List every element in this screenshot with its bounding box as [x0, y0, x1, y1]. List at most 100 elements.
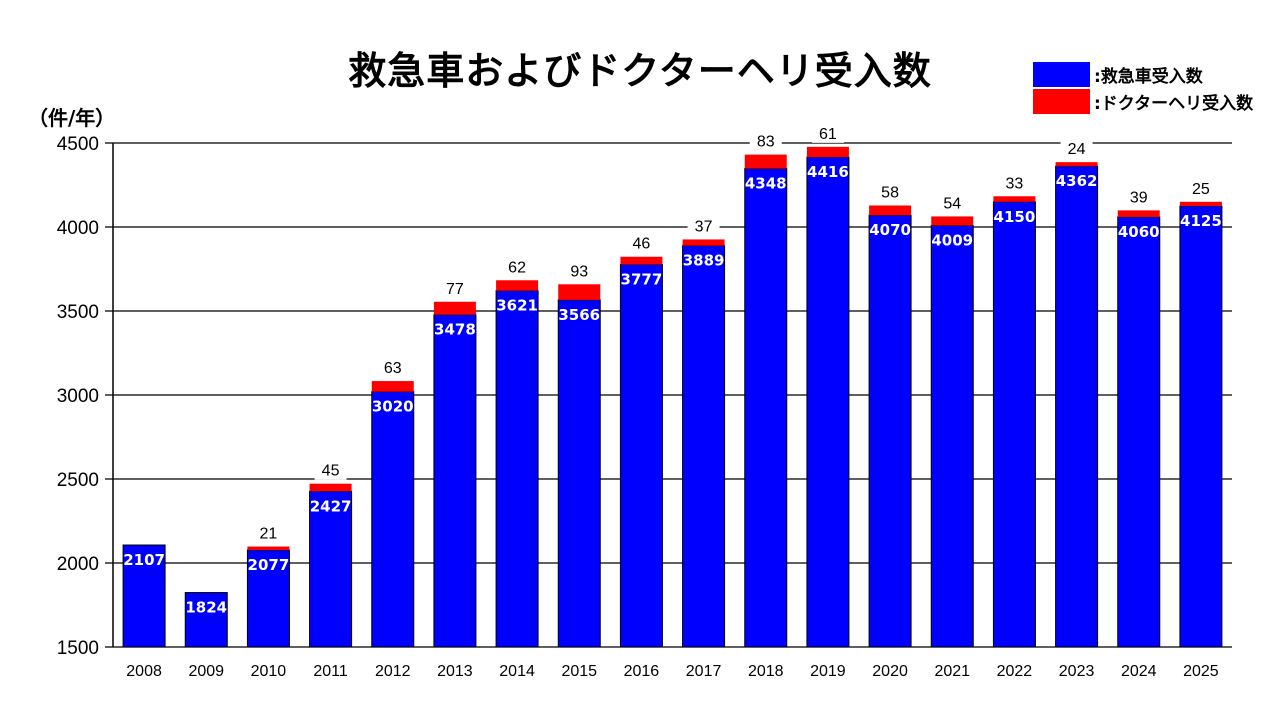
data-label-background	[252, 522, 285, 543]
data-label-helicopter: 77	[446, 281, 464, 298]
data-label-ambulance: 4362	[1056, 172, 1098, 190]
bar-ambulance	[433, 314, 477, 648]
bar-ambulance	[744, 168, 788, 648]
bar-ambulance	[1179, 205, 1223, 648]
data-label-ambulance: 4150	[994, 208, 1036, 226]
data-label-helicopter: 33	[1006, 175, 1024, 192]
data-label-ambulance: 3621	[496, 297, 538, 315]
x-tick-label: 2017	[686, 663, 722, 680]
x-tick-label: 2021	[934, 663, 970, 680]
data-label-background	[1122, 186, 1155, 207]
y-tick-label: 2000	[57, 554, 99, 575]
data-label-ambulance: 2077	[248, 556, 290, 574]
x-tick-label: 2023	[1059, 663, 1095, 680]
data-label-background	[563, 260, 596, 281]
data-label-background	[1060, 138, 1093, 159]
data-label-background	[936, 192, 969, 213]
data-label-background	[625, 232, 658, 253]
data-label-helicopter: 37	[695, 218, 713, 235]
data-label-helicopter: 54	[943, 195, 961, 212]
bar-helicopter	[1117, 210, 1160, 217]
data-label-helicopter: 63	[384, 360, 402, 377]
data-label-helicopter: 46	[633, 236, 651, 253]
y-tick-label: 4000	[57, 218, 99, 239]
x-tick-label: 2025	[1183, 663, 1219, 680]
data-label-helicopter: 62	[508, 259, 526, 276]
legend-item-helicopter: :ドクターヘリ受入数	[1033, 89, 1253, 114]
data-label-ambulance: 2107	[123, 551, 165, 569]
bar-ambulance	[1117, 216, 1161, 648]
bar-ambulance	[619, 263, 663, 648]
bar-helicopter	[682, 239, 725, 246]
data-label-background	[438, 277, 471, 298]
legend-label-ambulance: :救急車受入数	[1094, 67, 1203, 87]
x-tick-label: 2008	[126, 663, 162, 680]
data-label-helicopter: 39	[1130, 189, 1148, 206]
y-axis-unit-label: （件/年）	[28, 106, 116, 130]
data-label-helicopter: 24	[1068, 141, 1086, 158]
bar-ambulance	[930, 224, 974, 648]
bar-helicopter	[247, 546, 290, 551]
data-label-background	[501, 256, 534, 277]
data-label-background	[749, 130, 782, 151]
y-tick-label: 3500	[57, 302, 99, 323]
data-label-ambulance: 3020	[372, 398, 414, 416]
data-label-helicopter: 58	[881, 184, 899, 201]
bar-helicopter	[993, 196, 1036, 202]
legend-swatch-blue	[1033, 62, 1090, 87]
x-tick-label: 2015	[561, 663, 597, 680]
bar-ambulance	[992, 201, 1036, 648]
data-label-ambulance: 4060	[1118, 223, 1160, 241]
x-tick-label: 2022	[997, 663, 1033, 680]
y-tick-label: 4500	[57, 134, 99, 155]
data-label-ambulance: 4348	[745, 175, 787, 193]
bar-ambulance	[1055, 165, 1099, 648]
x-tick-label: 2024	[1121, 663, 1157, 680]
data-label-background	[376, 357, 409, 378]
y-tick-label: 3000	[57, 386, 99, 407]
y-tick-label: 2500	[57, 470, 99, 491]
x-tick-label: 2013	[437, 663, 473, 680]
bar-helicopter	[1055, 162, 1098, 167]
x-tick-label: 2010	[251, 663, 287, 680]
x-tick-label: 2020	[872, 663, 908, 680]
bar-ambulance	[371, 391, 415, 648]
data-label-ambulance: 3566	[558, 306, 600, 324]
bar-helicopter	[744, 154, 787, 169]
x-tick-label: 2019	[810, 663, 846, 680]
data-label-ambulance: 3889	[683, 252, 725, 270]
data-label-background	[811, 122, 844, 143]
data-label-helicopter: 83	[757, 134, 775, 151]
data-label-helicopter: 21	[260, 526, 278, 543]
data-label-ambulance: 3478	[434, 321, 476, 339]
x-tick-label: 2014	[499, 663, 535, 680]
data-label-helicopter: 45	[322, 463, 340, 480]
x-tick-label: 2016	[624, 663, 660, 680]
data-label-ambulance: 3777	[621, 270, 663, 288]
bar-ambulance	[557, 299, 601, 648]
y-tick-label: 1500	[57, 638, 99, 659]
bar-helicopter	[620, 256, 663, 265]
data-label-helicopter: 93	[570, 263, 588, 280]
data-label-ambulance: 2427	[310, 497, 352, 515]
bar-ambulance	[495, 290, 539, 648]
bar-helicopter	[869, 205, 912, 216]
data-label-helicopter: 61	[819, 126, 837, 143]
data-label-background	[314, 459, 347, 480]
x-tick-label: 2011	[313, 663, 348, 680]
data-label-background	[687, 215, 720, 236]
data-label-background	[874, 181, 907, 202]
legend-swatch-red	[1033, 89, 1090, 114]
x-tick-label: 2018	[748, 663, 784, 680]
bar-helicopter	[806, 146, 849, 158]
x-tick-label: 2012	[375, 663, 411, 680]
legend-item-ambulance: :救急車受入数	[1033, 62, 1203, 87]
x-tick-label: 2009	[188, 663, 224, 680]
data-label-helicopter: 25	[1192, 181, 1210, 198]
bar-helicopter	[1179, 201, 1222, 206]
bar-helicopter	[309, 483, 352, 492]
bar-ambulance	[868, 214, 912, 648]
bar-ambulance	[246, 549, 290, 648]
bar-helicopter	[371, 381, 414, 392]
